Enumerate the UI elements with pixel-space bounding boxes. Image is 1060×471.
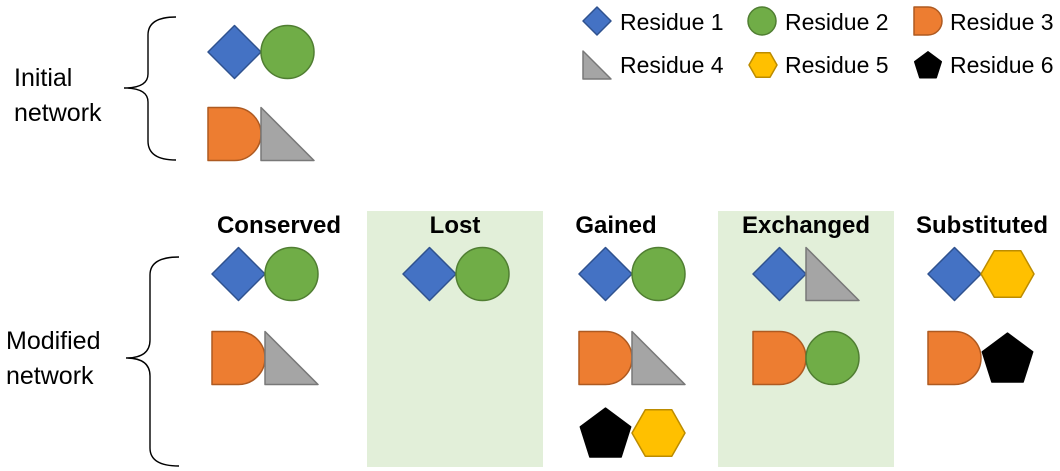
gained-pair-1-circle-icon [631, 246, 686, 302]
conserved-pair-2-triangle-icon [264, 330, 319, 386]
legend-d-shape-icon [913, 6, 943, 36]
modified-label-line1: Modified [6, 327, 101, 355]
exchanged-pair-2-d-shape-icon [752, 330, 807, 386]
initial-network-label: Initial network [14, 61, 102, 131]
conserved-pair-1-circle-icon [264, 246, 319, 302]
gained-pair-1-diamond-icon [578, 246, 633, 302]
legend-circle-icon [747, 6, 777, 36]
initial-pair-1-circle-icon [260, 24, 315, 80]
legend-label-residue-2: Residue 2 [785, 9, 889, 35]
substituted-pair-2-pentagon-icon [981, 332, 1034, 383]
legend-label-residue-4: Residue 4 [620, 52, 724, 78]
legend-hexagon-icon [748, 51, 778, 79]
exchanged-pair-1-triangle-icon [805, 246, 860, 302]
initial-pair-1-diamond-icon [207, 24, 262, 80]
gained-pair-2-d-shape-icon [578, 330, 633, 386]
initial-label-line1: Initial [14, 64, 73, 92]
conserved-pair-1-diamond-icon [211, 246, 266, 302]
exchanged-pair-1-diamond-icon [752, 246, 807, 302]
lost-pair-1-circle-icon [455, 246, 510, 302]
column-title-conserved: Conserved [216, 212, 342, 239]
gained-pair-3-pentagon-icon [579, 407, 632, 458]
legend-pentagon-icon [913, 51, 943, 79]
legend-label-residue-6: Residue 6 [950, 52, 1054, 78]
legend-label-residue-5: Residue 5 [785, 52, 889, 78]
modified-network-label: Modified network [6, 324, 101, 394]
modified-network-brace [125, 256, 180, 467]
lost-pair-1-diamond-icon [402, 246, 457, 302]
substituted-pair-1-diamond-icon [927, 246, 982, 302]
gained-pair-3-hexagon-icon [631, 408, 686, 458]
gained-pair-2-triangle-icon [631, 330, 686, 386]
legend-triangle-icon [582, 50, 612, 80]
column-title-gained: Gained [575, 212, 657, 239]
legend-diamond-icon [582, 6, 612, 36]
initial-label-line2: network [14, 99, 102, 127]
column-title-lost: Lost [429, 212, 481, 239]
lost-panel-background [367, 211, 543, 467]
column-title-exchanged: Exchanged [741, 212, 871, 239]
legend-label-residue-3: Residue 3 [950, 9, 1054, 35]
conserved-pair-2-d-shape-icon [211, 330, 266, 386]
substituted-pair-2-d-shape-icon [927, 330, 982, 386]
substituted-pair-1-hexagon-icon [980, 249, 1035, 299]
initial-pair-2-triangle-icon [260, 106, 315, 162]
modified-label-line2: network [6, 362, 94, 390]
initial-pair-2-d-shape-icon [207, 106, 262, 162]
legend-label-residue-1: Residue 1 [620, 9, 724, 35]
column-title-substituted: Substituted [916, 212, 1048, 239]
exchanged-pair-2-circle-icon [805, 330, 860, 386]
initial-network-brace [123, 16, 177, 161]
